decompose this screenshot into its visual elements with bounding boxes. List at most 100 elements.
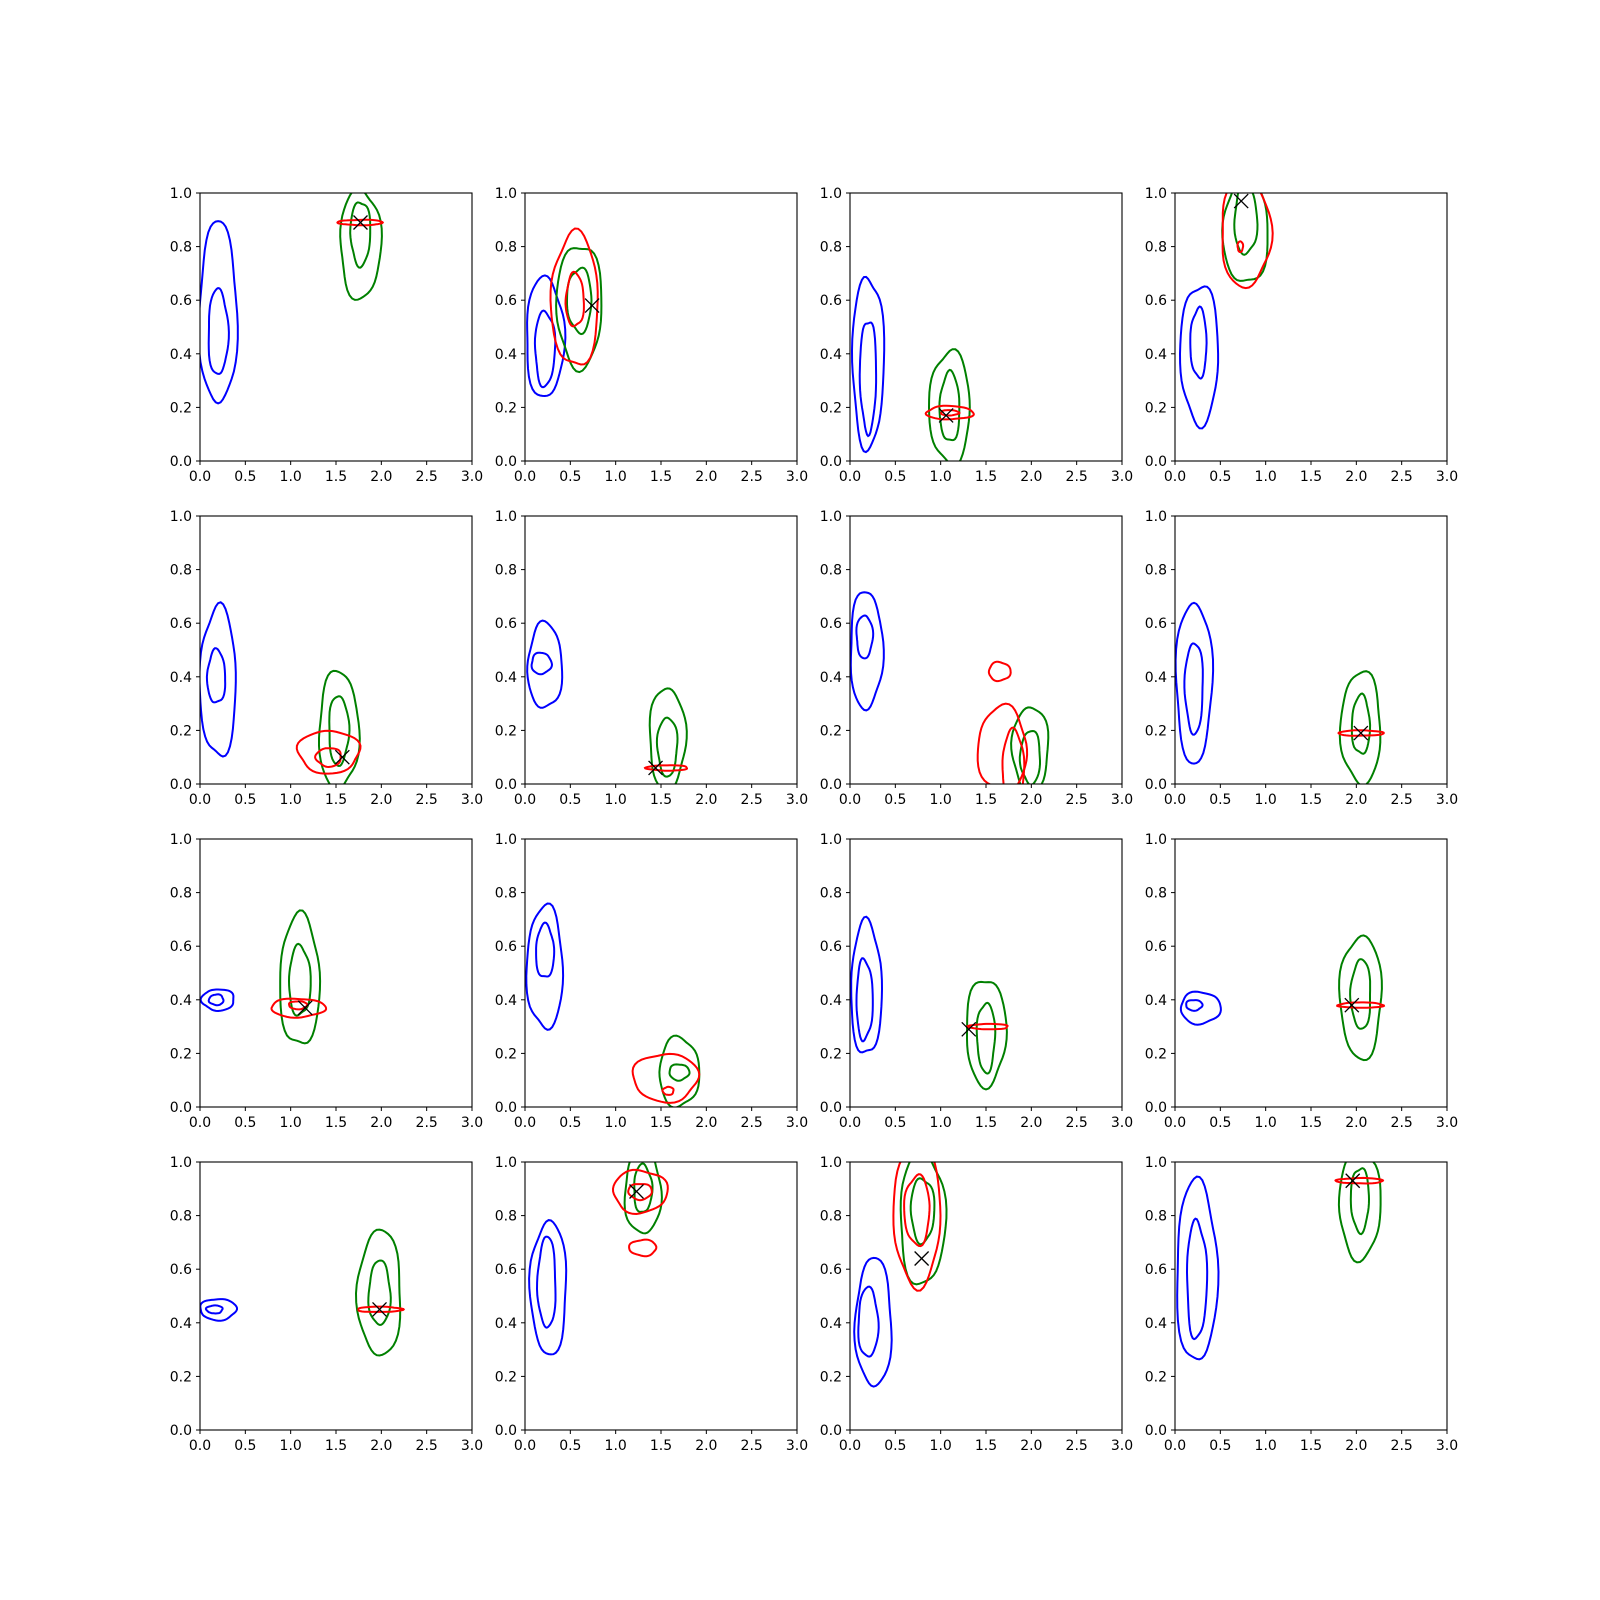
x-tick-label: 1.5 (1300, 1438, 1322, 1454)
x-tick-label: 1.0 (605, 1115, 627, 1131)
y-tick-label: 0.0 (170, 454, 192, 470)
x-tick-label: 2.0 (1345, 1115, 1367, 1131)
green-contour-level-1 (1221, 193, 1269, 282)
green-contour-level-1 (339, 193, 383, 301)
x-tick-label: 0.5 (559, 792, 581, 808)
blue-contour-level-2 (857, 1285, 880, 1358)
x-marker (1233, 193, 1249, 209)
y-tick-label: 0.8 (495, 563, 517, 579)
green-contour-level-1 (354, 1228, 402, 1357)
y-tick-label: 0.2 (820, 723, 842, 739)
y-tick-label: 1.0 (1145, 509, 1167, 525)
x-tick-label: 3.0 (1111, 469, 1133, 485)
x-tick-label: 0.5 (234, 1438, 256, 1454)
y-tick-label: 0.6 (170, 616, 192, 632)
green-contour-level-1 (1337, 1162, 1382, 1264)
green-contour-level-1 (927, 348, 971, 461)
blue-contour-level-2 (205, 647, 227, 704)
red-contour-level-2 (314, 747, 342, 769)
x-tick-label: 0.0 (1164, 1115, 1186, 1131)
x-tick-label: 2.0 (1345, 469, 1367, 485)
y-tick-label: 0.4 (820, 670, 842, 686)
green-contour-level-1 (966, 980, 1008, 1091)
y-tick-label: 0.8 (170, 1209, 192, 1225)
y-tick-label: 0.4 (170, 993, 192, 1009)
blue-contour-level-2 (535, 921, 556, 978)
x-tick-label: 1.0 (280, 792, 302, 808)
green-contour-level-2 (1233, 193, 1259, 256)
y-tick-label: 0.2 (1145, 400, 1167, 416)
x-tick-label: 1.5 (325, 1438, 347, 1454)
green-contour-level-2 (1350, 692, 1372, 755)
green-contour-level-2 (1018, 729, 1041, 784)
contours (850, 915, 1009, 1091)
x-tick-label: 1.5 (1300, 1115, 1322, 1131)
x-marker (334, 749, 350, 765)
y-tick-label: 0.2 (170, 723, 192, 739)
red-contour-level-1 (1336, 1001, 1386, 1009)
x-tick-label: 1.0 (605, 792, 627, 808)
x-tick-label: 1.0 (280, 469, 302, 485)
blue-contour-level-2 (1189, 305, 1208, 380)
y-tick-label: 0.0 (820, 454, 842, 470)
y-tick-label: 0.2 (1145, 1046, 1167, 1062)
x-tick-label: 1.0 (930, 1438, 952, 1454)
x-tick-label: 1.5 (975, 1438, 997, 1454)
contours (853, 1162, 948, 1388)
axes-frame (1174, 838, 1448, 1108)
axes-frame (849, 838, 1123, 1108)
red-contour-level-2 (940, 409, 961, 417)
y-tick-label: 0.8 (1145, 563, 1167, 579)
y-tick-label: 0.6 (495, 939, 517, 955)
x-tick-label: 2.5 (1066, 469, 1088, 485)
y-tick-label: 0.8 (1145, 886, 1167, 902)
y-tick-label: 1.0 (170, 832, 192, 848)
contours (200, 1228, 406, 1357)
x-tick-label: 2.0 (1345, 792, 1367, 808)
contours (850, 591, 1050, 784)
blue-contour-level-1 (526, 619, 564, 709)
x-tick-label: 3.0 (786, 1438, 808, 1454)
y-tick-label: 0.6 (170, 293, 192, 309)
red-contour-level-1 (611, 1168, 669, 1216)
x-tick-label: 1.5 (1300, 469, 1322, 485)
y-tick-label: 1.0 (170, 509, 192, 525)
y-tick-label: 0.6 (820, 939, 842, 955)
x-tick-label: 2.0 (695, 469, 717, 485)
y-tick-label: 0.2 (170, 1046, 192, 1062)
subplot-8: 0.0 0.5 1.0 1.5 2.0 2.5 3.0 0.0 0.2 0.4 0.6 0.8 1.0 (1145, 509, 1458, 808)
x-tick-label: 3.0 (786, 469, 808, 485)
x-tick-label: 2.0 (695, 1438, 717, 1454)
y-tick-label: 1.0 (820, 832, 842, 848)
green-contour-level-1 (623, 1162, 663, 1235)
x-marker (1345, 1173, 1361, 1189)
y-tick-label: 0.6 (495, 293, 517, 309)
x-tick-label: 0.5 (559, 1115, 581, 1131)
y-tick-label: 0.8 (495, 886, 517, 902)
x-tick-label: 2.0 (695, 1115, 717, 1131)
x-tick-label: 0.0 (189, 1115, 211, 1131)
x-tick-label: 0.0 (514, 792, 536, 808)
y-tick-label: 0.2 (820, 1046, 842, 1062)
x-tick-label: 1.0 (605, 469, 627, 485)
axes-frame (199, 1161, 473, 1431)
y-tick-label: 0.2 (820, 1369, 842, 1385)
x-tick-label: 2.5 (416, 792, 438, 808)
y-tick-label: 0.4 (820, 993, 842, 1009)
axes-frame (849, 1161, 1123, 1431)
x-tick-label: 1.0 (605, 1438, 627, 1454)
x-tick-label: 1.0 (1255, 469, 1277, 485)
x-tick-label: 0.0 (189, 1438, 211, 1454)
x-tick-label: 1.0 (1255, 1438, 1277, 1454)
subplot-13: 0.0 0.5 1.0 1.5 2.0 2.5 3.0 0.0 0.2 0.4 0.6 0.8 1.0 (170, 1155, 483, 1454)
contours (850, 275, 975, 461)
y-tick-label: 0.6 (820, 616, 842, 632)
contours (1175, 601, 1385, 784)
y-tick-label: 0.6 (820, 1262, 842, 1278)
blue-contour-level-1 (1176, 1175, 1220, 1361)
blue-contour-level-2 (204, 1304, 224, 1315)
x-tick-label: 1.5 (975, 792, 997, 808)
blue-contour-level-1 (200, 988, 235, 1013)
x-tick-label: 3.0 (461, 792, 483, 808)
